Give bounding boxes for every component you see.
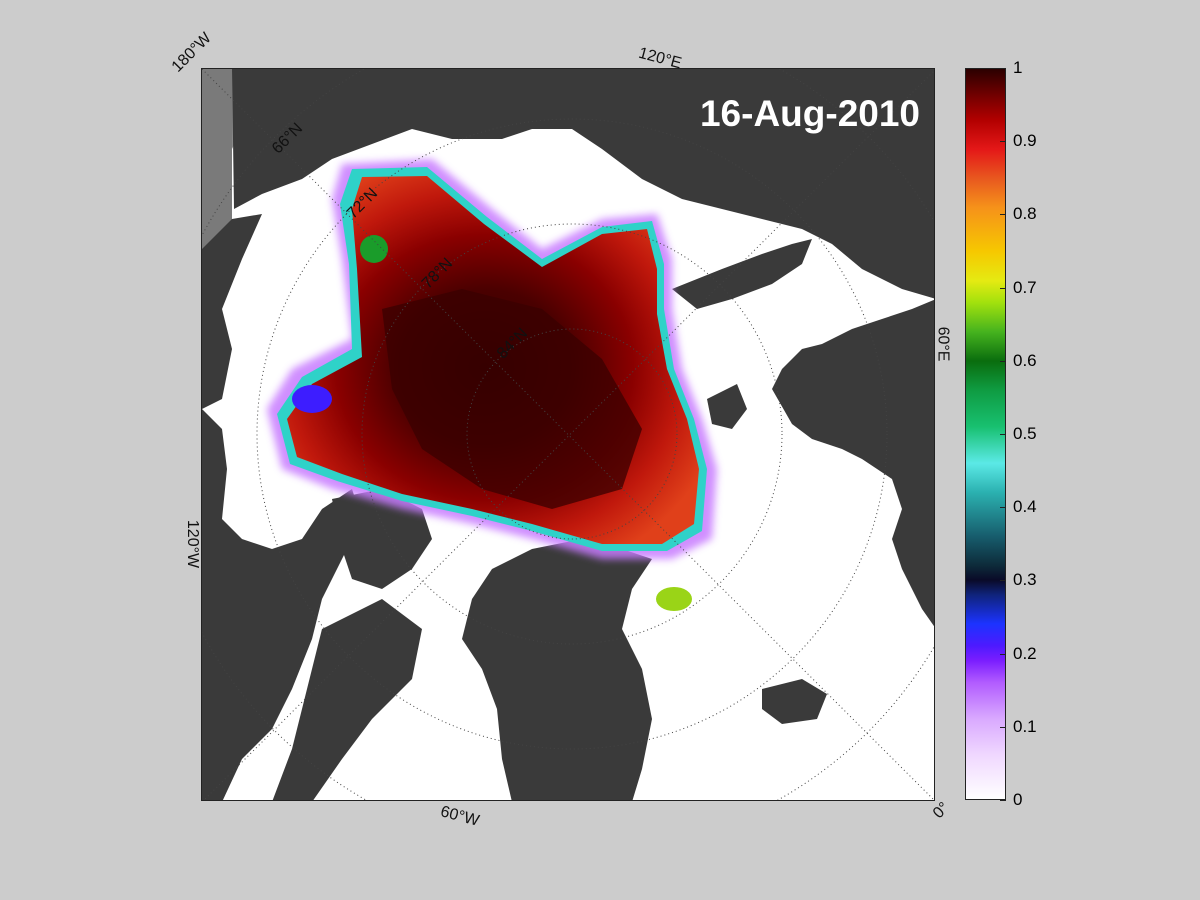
land-arctic-islands <box>332 489 432 589</box>
land-scandinavia <box>772 299 934 627</box>
land-baffin-island <box>272 599 422 800</box>
graticule <box>202 69 934 800</box>
ice-patch-east-greenland <box>656 587 692 611</box>
colorbar-tick-mark <box>1000 726 1006 728</box>
colorbar-tick-mark <box>1000 507 1006 509</box>
ice-patch-blue-west <box>292 385 332 413</box>
sea-ice-map: 16-Aug-2010 <box>201 68 935 801</box>
colorbar-tick-label: 1 <box>1013 58 1023 77</box>
colorbar-tick-mark <box>1000 800 1006 801</box>
land-canada <box>202 409 362 800</box>
land-svalbard <box>707 384 747 429</box>
colorbar-tick-mark <box>1000 214 1006 216</box>
land-siberia <box>232 69 934 299</box>
land-greenland <box>462 539 652 800</box>
outside-domain-strip <box>202 69 232 249</box>
colorbar-tick-label: 0.2 <box>1013 643 1037 663</box>
land-novaya-zemlya <box>672 239 812 309</box>
colorbar-tick-mark <box>1000 580 1006 582</box>
colorbar-tick-label: 0.9 <box>1013 131 1037 151</box>
concentration-colorbar <box>965 68 1006 800</box>
colorbar-tick-mark <box>1000 68 1006 69</box>
colorbar-tick-label: 0 <box>1013 790 1023 809</box>
colorbar-tick-mark <box>1000 141 1006 143</box>
colorbar-tick-label: 0.5 <box>1013 424 1037 443</box>
land-alaska <box>202 214 262 409</box>
label-lon-120w: 120°W <box>184 519 202 569</box>
colorbar-tick-mark <box>1000 434 1006 435</box>
ice-patch-green <box>360 235 388 263</box>
colorbar-tick-label: 0.3 <box>1013 570 1037 590</box>
date-label: 16-Aug-2010 <box>699 93 920 134</box>
colorbar-tick-label: 0.4 <box>1013 497 1037 517</box>
colorbar-tick-label: 0.8 <box>1013 204 1037 224</box>
label-lon-60w: 60°W <box>438 803 481 830</box>
label-lon-0: 0° <box>929 799 953 823</box>
colorbar-tick-label: 0.1 <box>1013 716 1037 736</box>
sea-ice-core <box>382 289 642 509</box>
land-iceland <box>762 679 827 724</box>
colorbar-tick-mark <box>1000 360 1006 362</box>
colorbar-tick-label: 0.7 <box>1013 277 1037 297</box>
colorbar-tick-mark <box>1000 653 1006 655</box>
colorbar-tick-mark <box>1000 287 1006 289</box>
colorbar-tick-label: 0.6 <box>1013 350 1037 370</box>
map-graphic <box>202 69 934 800</box>
label-lon-60e: 60°E <box>934 326 952 362</box>
